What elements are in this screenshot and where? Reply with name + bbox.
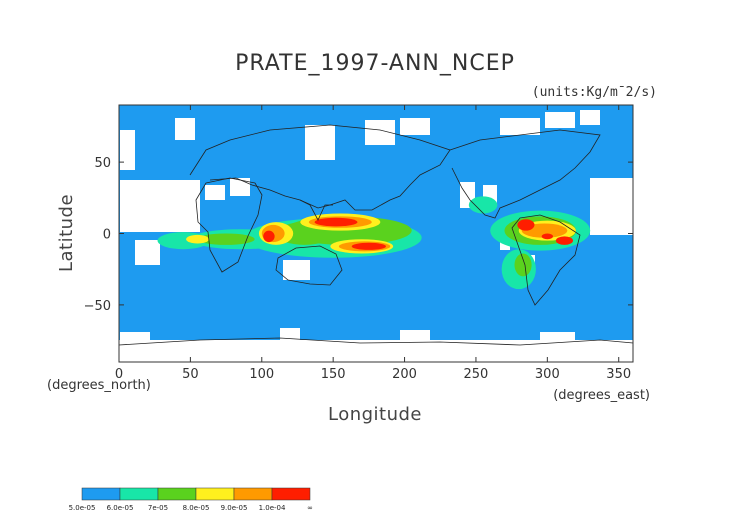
canada-missing-1 bbox=[500, 118, 540, 135]
antarctica-missing bbox=[119, 340, 633, 362]
india-coastline bbox=[299, 199, 333, 221]
canada-missing-3 bbox=[580, 110, 600, 125]
y-tick-label: 50 bbox=[94, 156, 111, 171]
colorbar-swatch bbox=[157, 487, 197, 501]
x-tick-label: 100 bbox=[249, 367, 274, 382]
brazil-red bbox=[555, 236, 574, 245]
middle-east-missing-1 bbox=[205, 185, 225, 200]
colorbar-swatch bbox=[233, 487, 273, 501]
colorbar-label: 6.0e-05 bbox=[107, 504, 134, 512]
indian-band-green bbox=[197, 233, 255, 245]
map-area bbox=[118, 104, 634, 363]
north-atlantic-missing-1 bbox=[120, 130, 135, 170]
eurasia-coastline bbox=[189, 124, 451, 211]
y-axis-label: Latitude bbox=[56, 194, 77, 272]
y-tick-label: 0 bbox=[103, 228, 111, 243]
sahara-missing bbox=[120, 180, 200, 232]
colorbar-label: 9.0e-05 bbox=[221, 504, 248, 512]
colorbar-swatch bbox=[195, 487, 235, 501]
canada-missing-2 bbox=[545, 112, 575, 128]
chart-title: PRATE_1997-ANN_NCEP bbox=[235, 51, 515, 76]
spcz-red bbox=[351, 242, 386, 250]
y-tick-label: −50 bbox=[84, 299, 111, 314]
colorbar-label: 1.0e-04 bbox=[259, 504, 286, 512]
africa-coastline bbox=[195, 177, 263, 273]
middle-east-missing-2 bbox=[230, 178, 250, 196]
north-america-coastline bbox=[449, 129, 601, 219]
y-axis-unit: (degrees_north) bbox=[47, 378, 151, 393]
colorbar-label: 8.0e-05 bbox=[183, 504, 210, 512]
south-africa-missing bbox=[135, 240, 160, 265]
south-america-coastline bbox=[511, 214, 581, 306]
colorbar-swatch bbox=[271, 487, 311, 501]
units-label: (units:Kg/m¯2/s) bbox=[532, 85, 657, 100]
x-tick-label: 350 bbox=[606, 367, 631, 382]
north-itcz-red bbox=[314, 217, 358, 227]
indonesia-red bbox=[263, 230, 275, 243]
x-tick-label: 50 bbox=[182, 367, 199, 382]
axis-ticks: 0 50 100 150 200 250 300 350 50 0 −50 bbox=[84, 105, 633, 382]
antarctica-coastline bbox=[118, 337, 634, 346]
north-atlantic-missing-4 bbox=[400, 118, 430, 135]
north-atlantic-missing-2 bbox=[305, 125, 335, 160]
australia-coastline bbox=[275, 245, 343, 286]
colorbar-label: 7e-05 bbox=[148, 504, 168, 512]
x-tick-label: 200 bbox=[392, 367, 417, 382]
x-tick-label: 150 bbox=[321, 367, 346, 382]
gulf-band bbox=[468, 196, 498, 214]
southern-ocean-missing-5 bbox=[120, 332, 150, 342]
australia-missing bbox=[283, 260, 310, 280]
colorbar-swatch bbox=[81, 487, 121, 501]
southern-ocean-missing-3 bbox=[445, 345, 475, 358]
x-axis-label: Longitude bbox=[328, 404, 422, 425]
southern-ocean-missing-2 bbox=[400, 330, 430, 342]
x-axis-unit: (degrees_east) bbox=[553, 388, 650, 403]
colorbar-swatch bbox=[119, 487, 159, 501]
colombia-red bbox=[517, 219, 535, 231]
europe-missing bbox=[175, 118, 195, 140]
west-africa-missing bbox=[590, 178, 633, 235]
andes-band-green bbox=[514, 253, 532, 277]
x-tick-label: 300 bbox=[535, 367, 560, 382]
x-tick-label: 250 bbox=[464, 367, 489, 382]
amazon-red bbox=[541, 233, 554, 240]
madagascar-yellow bbox=[186, 234, 209, 244]
x-tick-label: 0 bbox=[115, 367, 123, 382]
colorbar-label: 5.0e-05 bbox=[69, 504, 96, 512]
colorbar-label: ∞ bbox=[307, 504, 313, 512]
southern-ocean-missing-1 bbox=[280, 328, 300, 340]
colorbar-legend: 5.0e-05 6.0e-05 7e-05 8.0e-05 9.0e-05 1.0e-04… bbox=[69, 487, 313, 512]
